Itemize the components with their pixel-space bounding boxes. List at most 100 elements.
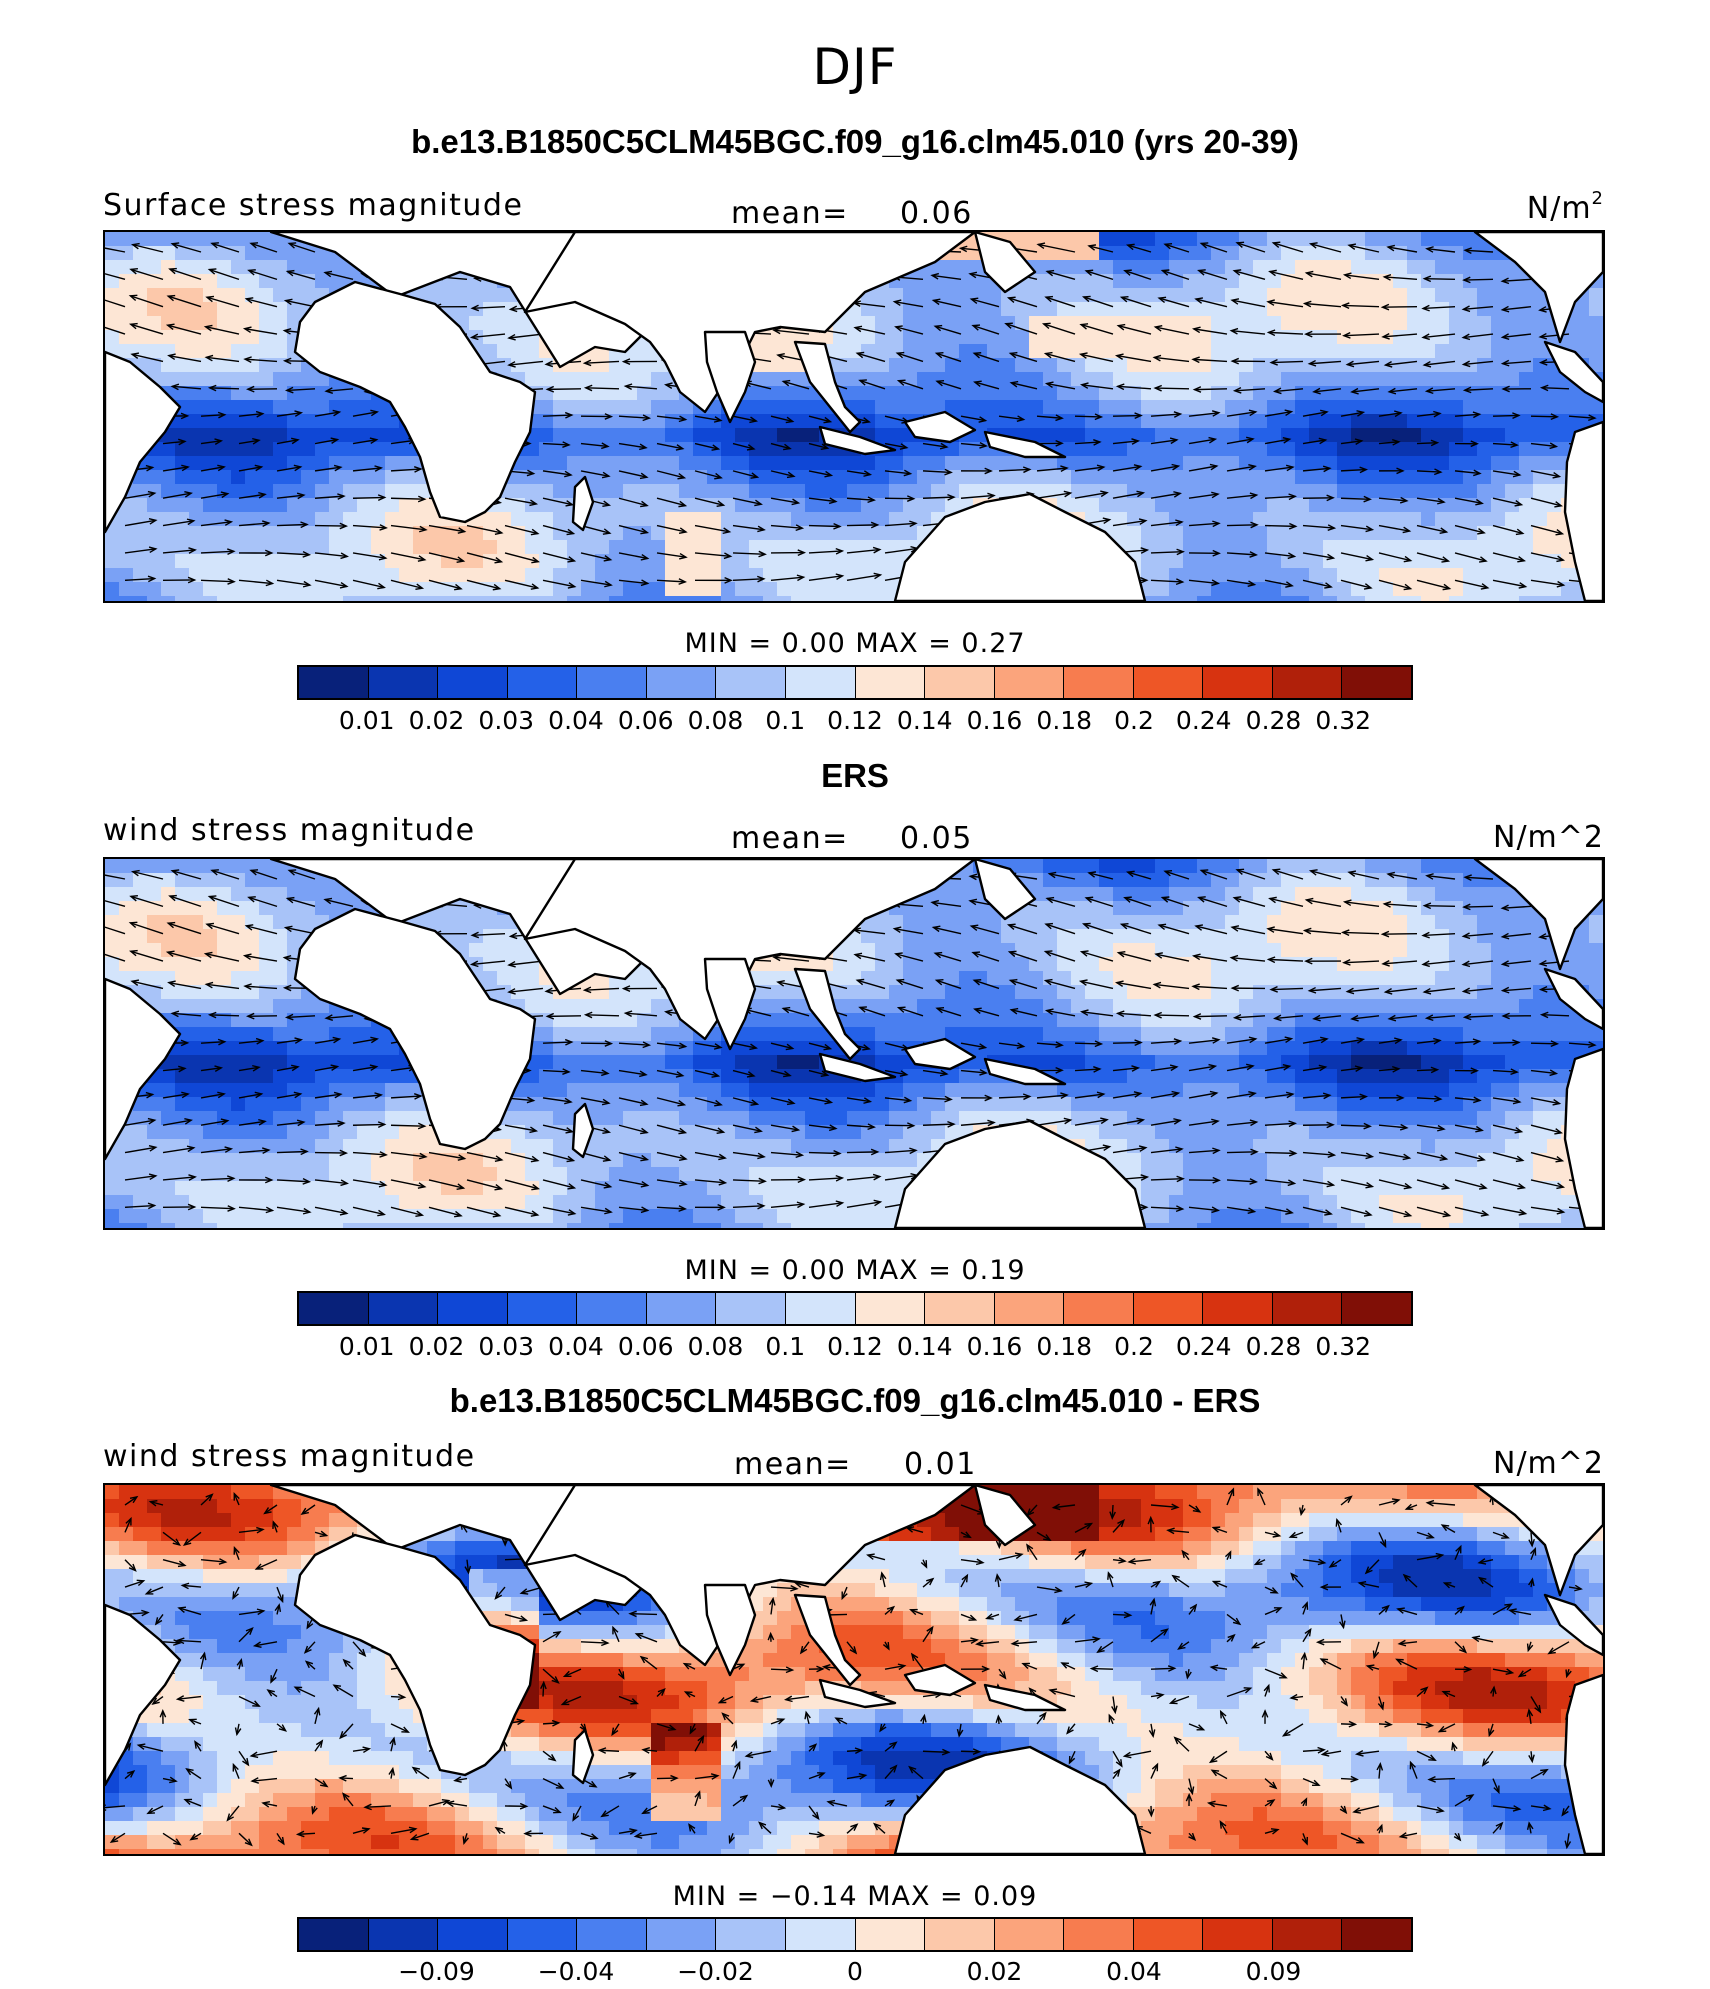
field-cell: [231, 288, 246, 303]
field-cell: [1561, 554, 1576, 569]
field-cell: [273, 929, 288, 944]
stress-vector: [1307, 359, 1342, 367]
field-cell: [1589, 929, 1603, 944]
field-cell: [1407, 999, 1422, 1014]
field-cell: [231, 915, 246, 930]
field-cell: [1491, 554, 1506, 569]
field-cell: [1421, 386, 1436, 401]
field-cell: [1519, 498, 1534, 513]
field-cell: [161, 943, 176, 958]
field-cell: [1043, 288, 1058, 303]
field-cell: [1183, 999, 1198, 1014]
stress-vector: [1342, 332, 1380, 339]
field-cell: [245, 1013, 260, 1028]
field-cell: [245, 957, 260, 972]
field-cell: [1281, 887, 1296, 902]
field-cell: [357, 428, 372, 443]
field-cell: [1589, 288, 1603, 303]
field-cell: [1295, 901, 1310, 916]
field-cell: [1183, 887, 1198, 902]
field-cell: [1589, 957, 1603, 972]
field-cell: [231, 873, 246, 888]
field-cell: [539, 358, 554, 373]
field-cell: [1253, 428, 1268, 443]
stress-vector: [1425, 246, 1456, 253]
field-cell: [301, 554, 316, 569]
field-cell: [609, 414, 624, 429]
field-cell: [231, 971, 246, 986]
stress-vector: [1074, 413, 1104, 421]
field-cell: [833, 596, 848, 601]
stress-vector: [1463, 247, 1494, 255]
field-cell: [1309, 316, 1324, 331]
field-cell: [1407, 859, 1422, 874]
field-cell: [1547, 442, 1562, 457]
field-cell: [875, 957, 890, 972]
field-cell: [1295, 554, 1310, 569]
field-cell: [1099, 1041, 1114, 1056]
field-cell: [1407, 442, 1422, 457]
field-cell: [1267, 540, 1282, 555]
field-cell: [1253, 887, 1268, 902]
field-cell: [1393, 540, 1408, 555]
field-cell: [763, 456, 778, 471]
field-cell: [343, 1027, 358, 1042]
field-cell: [273, 414, 288, 429]
field-cell: [1099, 901, 1114, 916]
field-cell: [511, 596, 526, 601]
field-cell: [1169, 288, 1184, 303]
field-cell: [175, 526, 190, 541]
field-cell: [469, 288, 484, 303]
field-cell: [1407, 887, 1422, 902]
field-cell: [1043, 330, 1058, 345]
colorbar-tick-label: 0.1: [765, 706, 806, 735]
field-cell: [203, 568, 218, 583]
field-cell: [175, 999, 190, 1014]
field-cell: [385, 582, 400, 597]
field-cell: [1001, 985, 1016, 1000]
field-cell: [903, 274, 918, 289]
field-cell: [987, 344, 1002, 359]
field-cell: [1295, 330, 1310, 345]
field-cell: [371, 512, 386, 527]
field-cell: [1253, 372, 1268, 387]
field-cell: [1225, 1027, 1240, 1042]
field-cell: [161, 526, 176, 541]
field-cell: [1225, 386, 1240, 401]
field-cell: [637, 428, 652, 443]
field-cell: [1043, 274, 1058, 289]
field-cell: [1113, 442, 1128, 457]
field-cell: [637, 484, 652, 499]
field-cell: [1337, 554, 1352, 569]
field-cell: [987, 999, 1002, 1014]
field-cell: [1477, 470, 1492, 485]
field-cell: [1491, 260, 1506, 275]
field-cell: [1253, 999, 1268, 1014]
field-cell: [1015, 288, 1030, 303]
field-cell: [301, 596, 316, 601]
field-cell: [315, 540, 330, 555]
continent-outline: [1473, 232, 1603, 344]
field-cell: [959, 470, 974, 485]
field-cell: [973, 456, 988, 471]
field-cell: [231, 372, 246, 387]
field-cell: [679, 400, 694, 415]
field-cell: [231, 1027, 246, 1042]
field-cell: [385, 554, 400, 569]
field-cell: [511, 568, 526, 583]
field-cell: [259, 456, 274, 471]
stress-vector: [694, 442, 721, 451]
stress-vector: [1150, 463, 1181, 472]
field-cell: [385, 526, 400, 541]
field-cell: [1239, 540, 1254, 555]
field-cell: [1519, 316, 1534, 331]
stress-vector: [314, 437, 340, 445]
field-cell: [1029, 456, 1044, 471]
field-cell: [161, 316, 176, 331]
field-cell: [1057, 943, 1072, 958]
stress-vector: [1461, 333, 1494, 341]
field-cell: [1183, 288, 1198, 303]
field-cell: [1127, 498, 1142, 513]
field-cell: [1491, 414, 1506, 429]
stress-vector: [1340, 438, 1364, 446]
